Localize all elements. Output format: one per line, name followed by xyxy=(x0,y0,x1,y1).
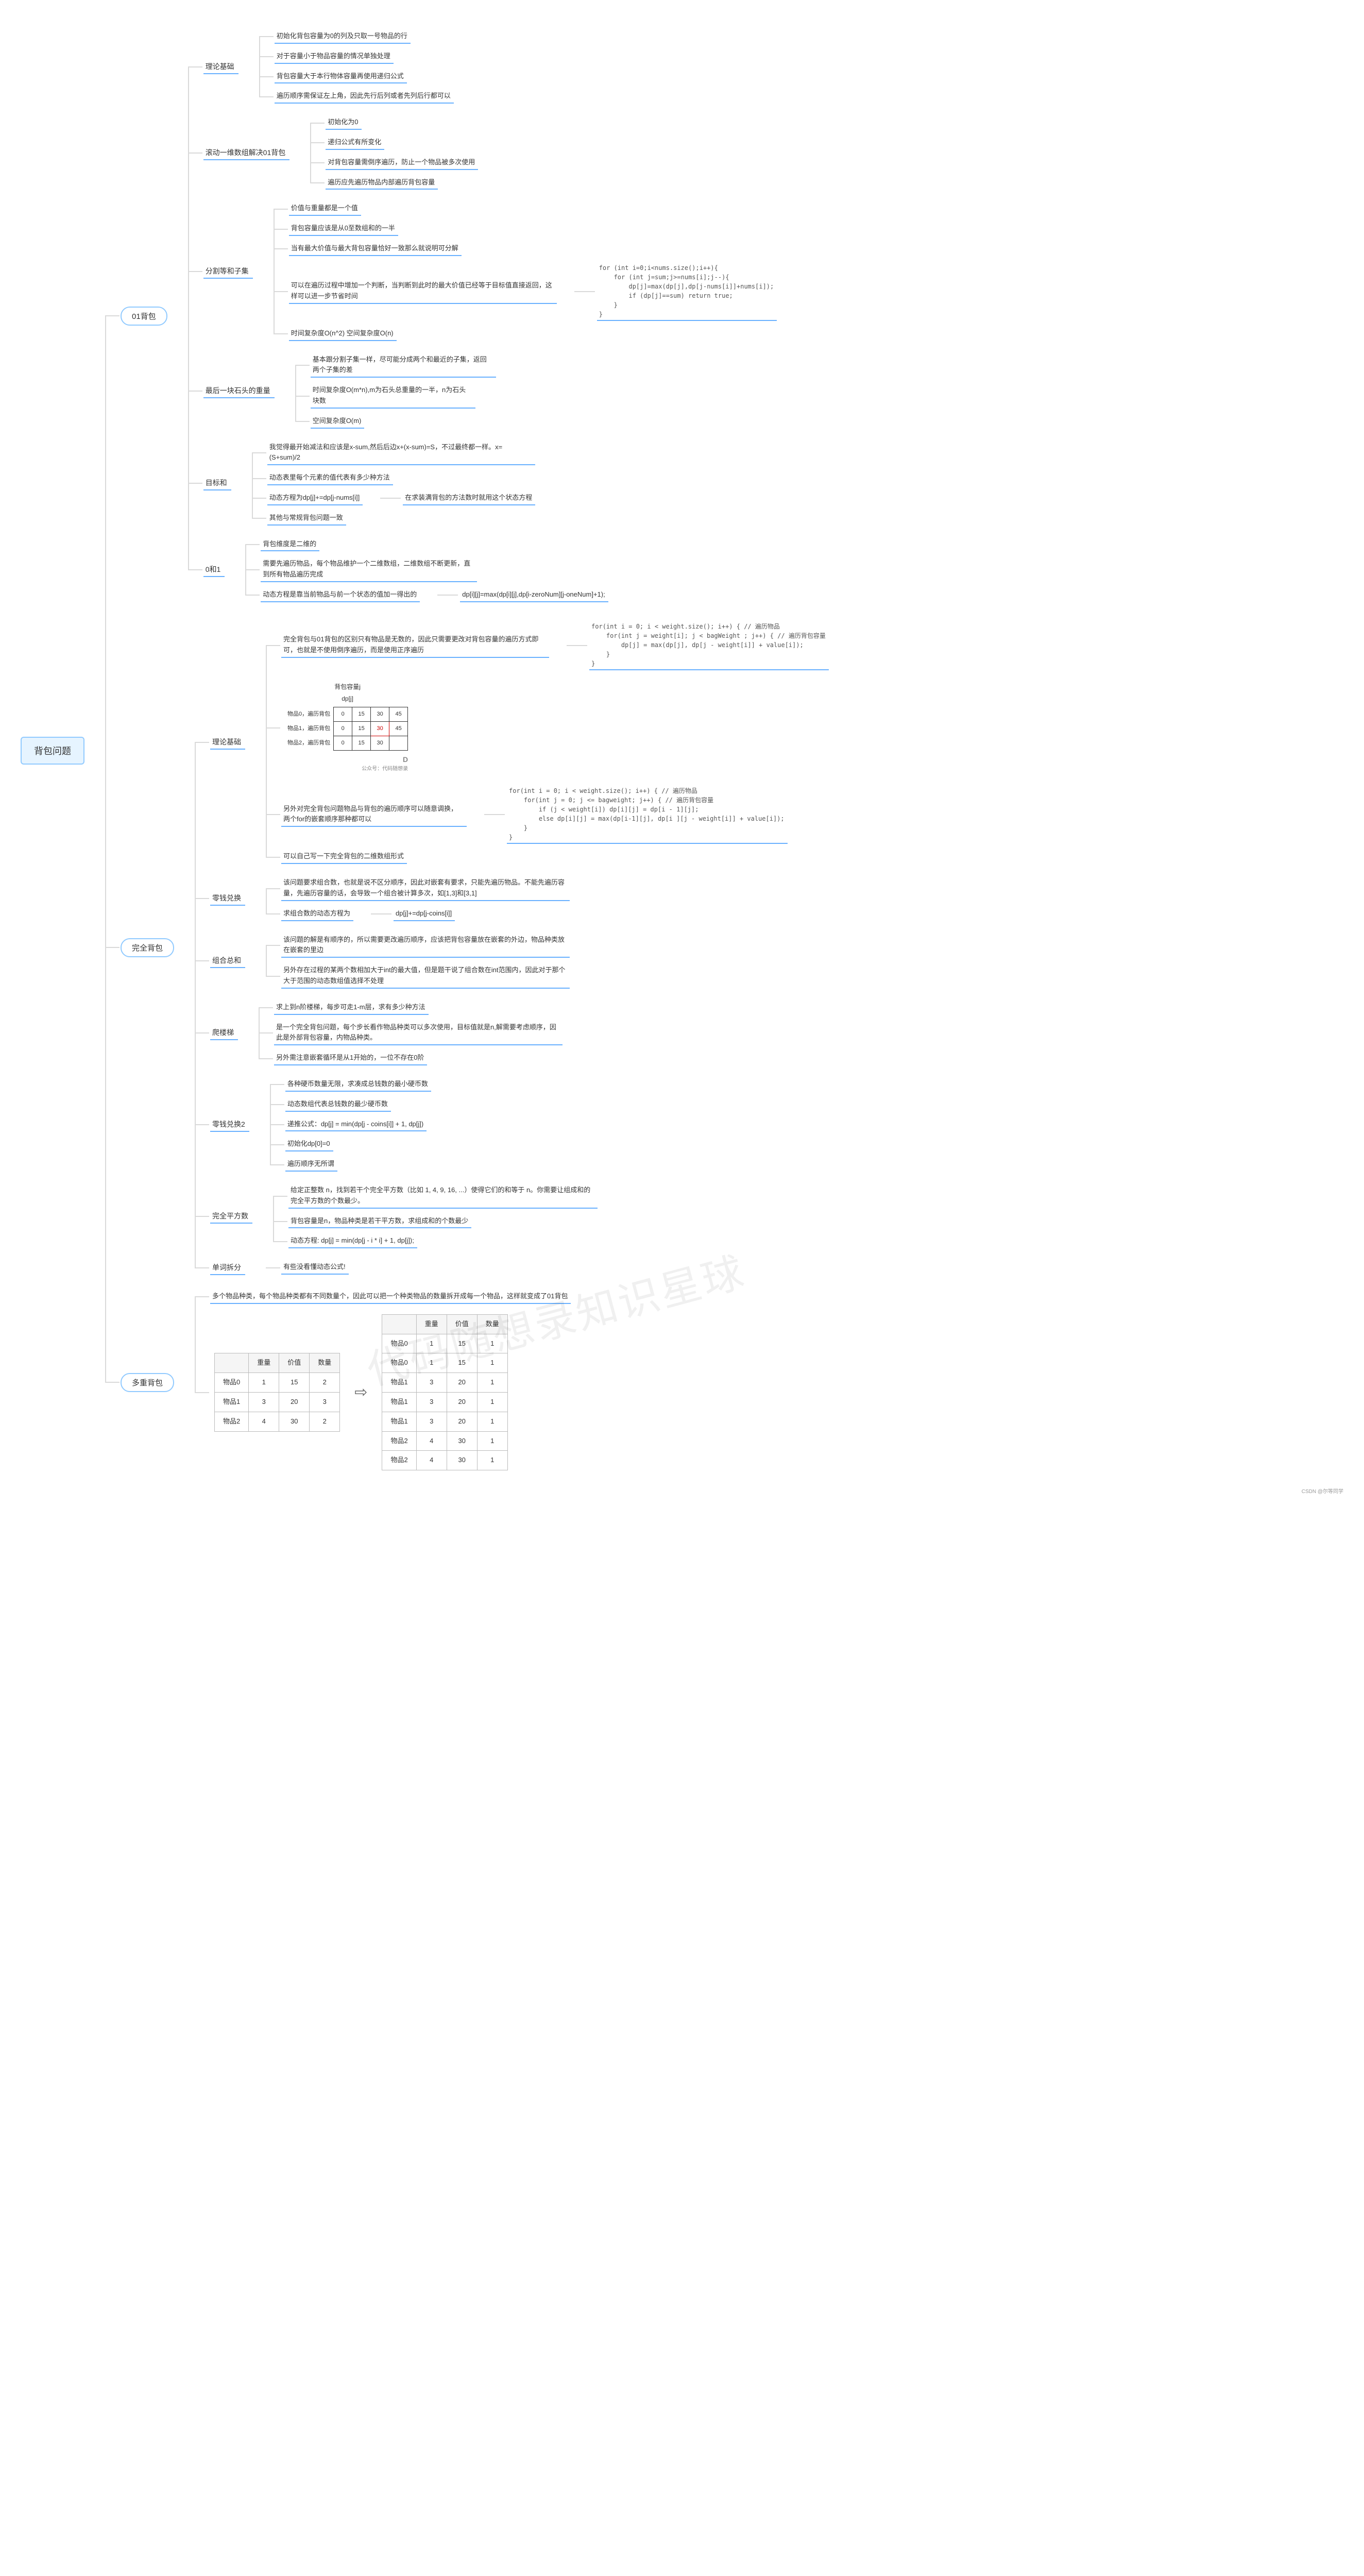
tables-container: 重量价值数量物品01152物品13203物品24302 ⇨ 重量价值数量物品01… xyxy=(210,1310,512,1475)
leaf: 动态数组代表总钱数的最少硬币数 xyxy=(285,1098,391,1112)
leaf: 有些没看懂动态公式! xyxy=(281,1261,349,1275)
leaf: 初始化背包容量为0的列及只取一号物品的行 xyxy=(275,30,411,44)
b1s5: 目标和 xyxy=(203,476,231,490)
leaf: 另外需注意嵌套循环是从1开始的，一位不存在0阶 xyxy=(274,1052,427,1065)
leaf: 另外存在过程的某两个数相加大于int的最大值，但是题干说了组合数在int范围内，… xyxy=(281,964,570,989)
leaf: 可以在遍历过程中增加一个判断，当判断到此时的最大价值已经等于目标值直接返回，这样… xyxy=(289,279,557,304)
leaf: 多个物品种类，每个物品种类都有不同数量个，因此可以把一个种类物品的数量拆开成每一… xyxy=(210,1290,571,1304)
leaf: 可以自己写一下完全背包的二维数组形式 xyxy=(281,850,407,864)
leaf: 基本跟分割子集一样，尽可能分成两个和最近的子集，返回两个子集的差 xyxy=(311,353,496,378)
leaf: 另外对完全背包问题物品与背包的遍历顺序可以随意调换，两个for的嵌套顺序那种都可… xyxy=(281,803,467,827)
expand-arrow-icon: ⇨ xyxy=(354,1380,367,1405)
b2s3: 组合总和 xyxy=(210,954,245,968)
leaf: 背包容量应该是从0至数组和的一半 xyxy=(289,222,398,236)
leaf: 其他与常规背包问题一致 xyxy=(267,512,346,526)
leaf: 空间复杂度O(m) xyxy=(311,415,365,429)
branch-01bag: 01背包 xyxy=(121,307,167,326)
leaf: 递归公式有所变化 xyxy=(326,136,384,150)
dp-diagram: 背包容量j dp[j] 物品0，遍历背包0153045物品1，遍历背包01530… xyxy=(281,676,414,779)
leaf: 给定正整数 n，找到若干个完全平方数（比如 1, 4, 9, 16, ...）使… xyxy=(288,1184,598,1209)
leaf: 价值与重量都是一个值 xyxy=(289,202,361,216)
b1s1: 理论基础 xyxy=(203,60,238,74)
branch-multi: 多重背包 xyxy=(121,1373,174,1392)
leaf: 需要先遍历物品，每个物品维护一个二维数组，二维数组不断更新，直到所有物品遍历完成 xyxy=(261,557,477,582)
b1s2: 滚动一维数组解决01背包 xyxy=(203,146,290,160)
b1s3: 分割等和子集 xyxy=(203,264,253,279)
leaf: 动态方程为dp[j]+=dp[j-nums[i]] xyxy=(267,492,363,505)
b2s6: 完全平方数 xyxy=(210,1209,252,1224)
b1s4: 最后一块石头的重量 xyxy=(203,384,275,398)
leaf: 在求装满背包的方法数时就用这个状态方程 xyxy=(403,492,535,505)
leaf: 求组合数的动态方程为 xyxy=(281,907,353,921)
leaf: 动态方程: dp[j] = min(dp[j - i * i] + 1, dp[… xyxy=(288,1234,417,1248)
leaf: 遍历应先遍历物品内部遍历背包容量 xyxy=(326,176,438,190)
leaf: 求上到n阶楼梯，每步可走1-m层，求有多少种方法 xyxy=(274,1001,429,1015)
code-block: for(int i = 0; i < weight.size(); i++) {… xyxy=(507,785,788,844)
leaf: 背包容量是n，物品种类是若干平方数，求组成和的个数最少 xyxy=(288,1215,471,1229)
leaf: dp[j]+=dp[j-coins[i]] xyxy=(394,907,455,921)
leaf: 背包容量大于本行物体容量再使用递归公式 xyxy=(275,70,407,84)
b2s5: 零钱兑换2 xyxy=(210,1117,249,1132)
leaf: 该问题的解是有顺序的，所以需要更改遍历顺序，应该把背包容量放在嵌套的外边，物品种… xyxy=(281,934,570,958)
code-block: for (int i=0;i<nums.size();i++){ for (in… xyxy=(597,262,777,321)
root-node: 背包问题 xyxy=(21,737,84,765)
leaf: 初始化为0 xyxy=(326,116,361,130)
leaf: 当有最大价值与最大背包容量恰好一致那么就说明可分解 xyxy=(289,242,462,256)
branch-complete: 完全背包 xyxy=(121,938,174,957)
leaf: 我觉得最开始减法和应该是x-sum,然后后边x+(x-sum)=S，不过最终都一… xyxy=(267,441,535,466)
level1: 01背包 理论基础 初始化背包容量为0的列及只取一号物品的行 对于容量小于物品容… xyxy=(84,21,829,1481)
leaf: 对于容量小于物品容量的情况单独处理 xyxy=(275,50,394,64)
leaf: 背包维度是二维的 xyxy=(261,538,319,552)
credit: CSDN @尔等同学 xyxy=(21,1487,1343,1495)
leaf: 遍历顺序需保证左上角，因此先行后列或者先列后行都可以 xyxy=(275,90,454,104)
leaf: 初始化dp[0]=0 xyxy=(285,1138,333,1151)
b2s2: 零钱兑换 xyxy=(210,891,245,906)
b2s4: 爬楼梯 xyxy=(210,1026,238,1040)
leaf: 动态方程是靠当前物品与前一个状态的值加一得出的 xyxy=(261,588,420,602)
leaf: 时间复杂度O(n^2) 空间复杂度O(n) xyxy=(289,327,397,341)
leaf: 完全背包与01背包的区别只有物品是无数的，因此只需要更改对背包容量的遍历方式即可… xyxy=(281,633,549,658)
leaf: 递推公式：dp[j] = min(dp[j - coins[i]] + 1, d… xyxy=(285,1118,427,1132)
leaf: 时间复杂度O(m*n),m为石头总重量的一半，n为石头块数 xyxy=(311,384,475,409)
right-items-table: 重量价值数量物品01151物品01151物品13201物品13201物品1320… xyxy=(382,1314,507,1470)
b2s1: 理论基础 xyxy=(210,735,245,750)
leaf: 是一个完全背包问题，每个步长看作物品种类可以多次使用，目标值就是n,解需要考虑顺… xyxy=(274,1021,562,1046)
b1s6: 0和1 xyxy=(203,563,225,577)
leaf: 遍历顺序无所谓 xyxy=(285,1158,337,1172)
leaf: dp[i][j]=max(dp[i][j],dp[i-zeroNum][j-on… xyxy=(460,588,608,602)
leaf: 各种硬币数量无限，求凑成总钱数的最小硬币数 xyxy=(285,1078,431,1092)
left-items-table: 重量价值数量物品01152物品13203物品24302 xyxy=(214,1353,340,1431)
leaf: 该问题要求组合数，也就是说不区分顺序，因此对嵌套有要求，只能先遍历物品。不能先遍… xyxy=(281,876,570,901)
mindmap-root-row: 背包问题 01背包 理论基础 初始化背包容量为0的列及只取一号物品的行 对于容量… xyxy=(21,21,1343,1481)
leaf: 动态表里每个元素的值代表有多少种方法 xyxy=(267,471,393,485)
leaf: 对背包容量需倒序遍历，防止一个物品被多次使用 xyxy=(326,156,478,170)
code-block: for(int i = 0; i < weight.size(); i++) {… xyxy=(589,621,829,670)
b2s7: 单词拆分 xyxy=(210,1261,245,1275)
